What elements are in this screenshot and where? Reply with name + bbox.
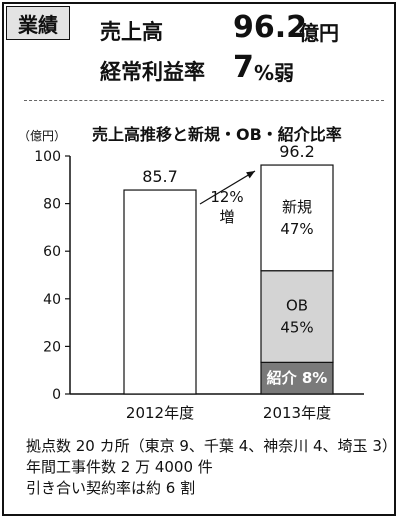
profit-margin-label: 経常利益率	[100, 60, 205, 84]
bar-value-label: 85.7	[142, 167, 178, 186]
segment-label: 紹介 8%	[267, 369, 328, 387]
note-line: 拠点数 20 カ所（東京 9、千葉 4、神奈川 4、埼玉 3）	[26, 437, 397, 455]
growth-arrow-head	[246, 171, 255, 179]
sales-value: 96.2	[233, 10, 308, 45]
bar-2012	[123, 189, 197, 395]
y-tick-label: 80	[43, 197, 61, 213]
bar-segment-新規	[260, 164, 334, 272]
section-tag: 業績	[6, 6, 70, 40]
segment-label: 47%	[280, 220, 313, 238]
growth-percent-label: 12%	[210, 188, 243, 206]
y-tick-label: 0	[52, 387, 61, 403]
x-category-label: 2012年度	[126, 404, 194, 422]
sales-label: 売上高	[100, 20, 163, 44]
sales-unit: 億円	[299, 21, 339, 45]
growth-increase-label: 増	[219, 208, 234, 226]
y-tick-label: 20	[43, 339, 61, 355]
bar-segment-OB	[260, 270, 334, 363]
x-category-label: 2013年度	[263, 404, 331, 422]
performance-panel: 業績 売上高 96.2 億円 経常利益率 7 %弱 売上高推移と新規・OB・紹介…	[2, 2, 397, 516]
profit-margin-value: 7	[233, 50, 254, 85]
sales-chart: 売上高推移と新規・OB・紹介比率 （億円） 0 20 40 60 80 100 85.7 紹介 8…	[4, 104, 400, 424]
y-tick-label: 100	[34, 149, 61, 165]
sales-chart-svg: 売上高推移と新規・OB・紹介比率 （億円） 0 20 40 60 80 100 85.7 紹介 8…	[18, 125, 364, 422]
y-axis-label: （億円）	[18, 129, 66, 143]
y-tick-label: 60	[43, 244, 61, 260]
notes-list: 拠点数 20 カ所（東京 9、千葉 4、神奈川 4、埼玉 3） 年間工事件数 2…	[26, 436, 397, 499]
segment-label: 新規	[282, 198, 312, 216]
segment-label: 45%	[280, 319, 313, 337]
segment-label: OB	[286, 297, 308, 315]
note-line: 引き合い契約率は約 6 割	[26, 479, 196, 497]
note-line: 年間工事件数 2 万 4000 件	[26, 458, 213, 476]
chart-title: 売上高推移と新規・OB・紹介比率	[92, 125, 342, 144]
profit-margin-unit: %弱	[254, 61, 295, 85]
divider	[24, 100, 384, 101]
bar-value-label: 96.2	[279, 142, 315, 161]
growth-arrow-line	[199, 170, 256, 205]
y-tick-label: 40	[43, 292, 61, 308]
